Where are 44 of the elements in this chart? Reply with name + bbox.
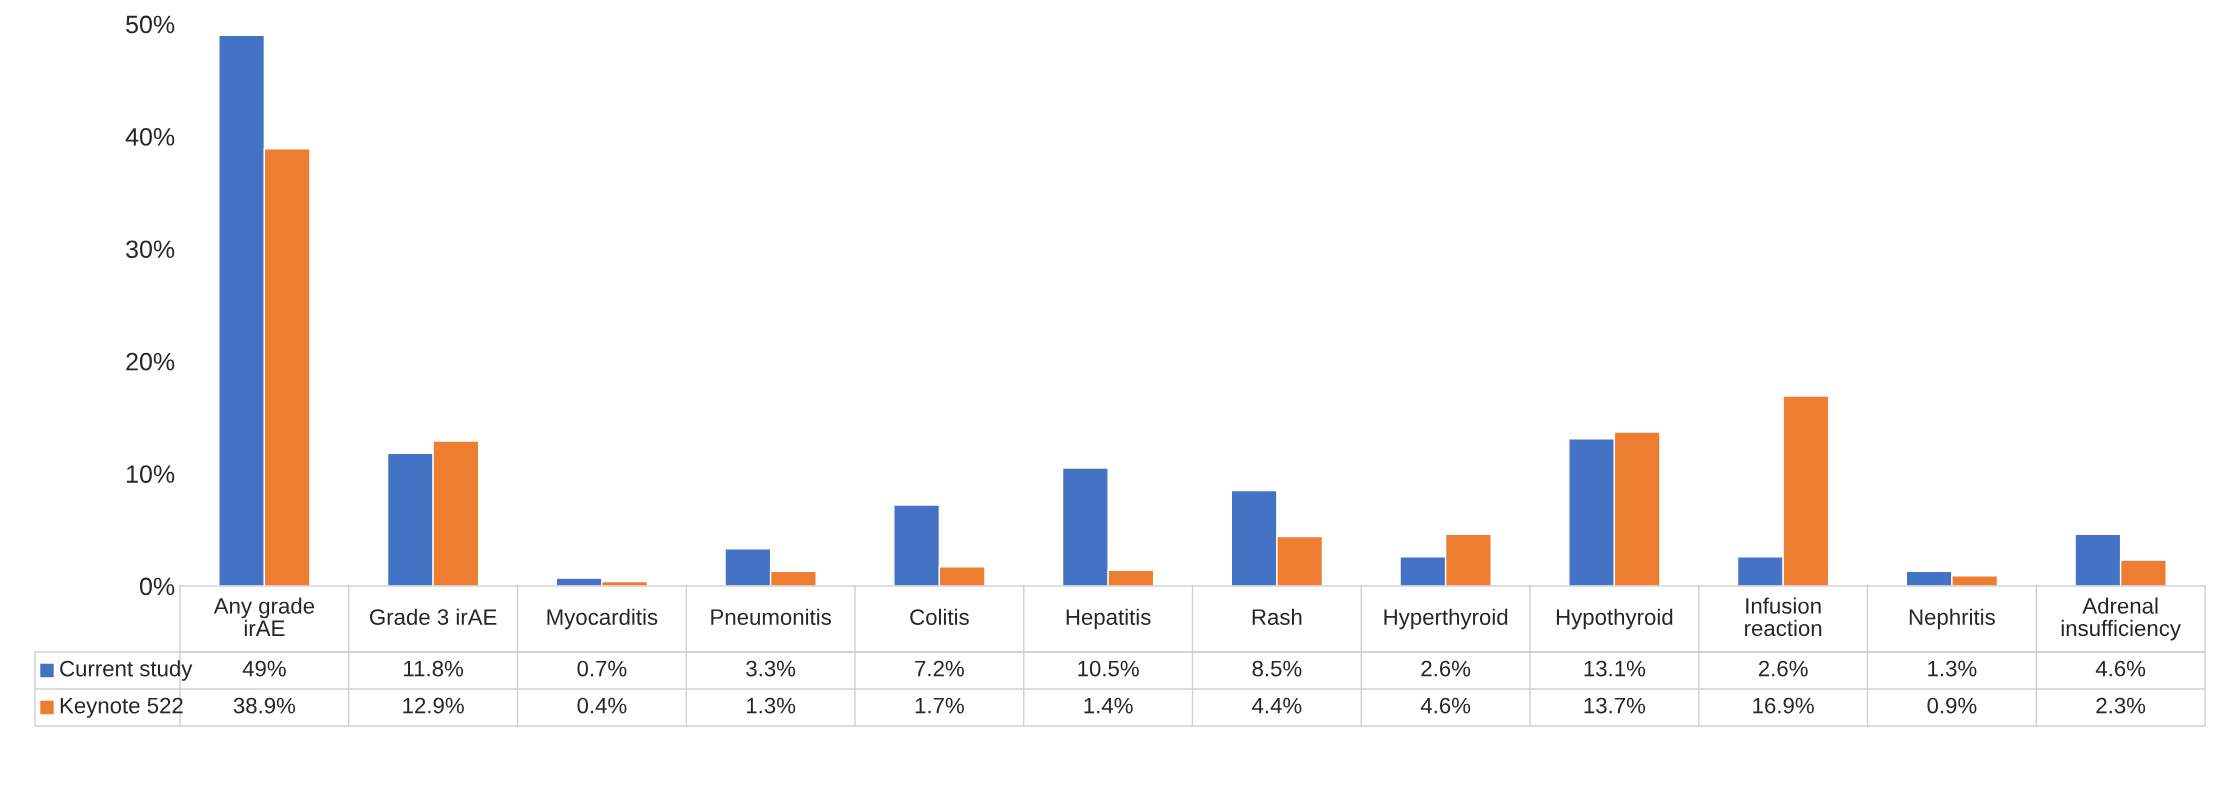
data-label: 13.1%	[1584, 660, 1646, 677]
data-label: 0.4%	[577, 697, 627, 714]
x-tick-label: Pneumonitis	[711, 608, 831, 625]
data-label: 4.6%	[2095, 660, 2146, 677]
y-tick-label: 50%	[126, 15, 175, 34]
data-label: 13.7%	[1584, 697, 1646, 714]
data-label: 1.7%	[915, 697, 964, 714]
y-tick-label: 30%	[126, 240, 175, 259]
x-tick-label: Hypothyroid	[1556, 608, 1673, 630]
x-tick-label: Nephritis	[1909, 608, 1995, 630]
y-tick-label: 0%	[139, 577, 175, 596]
data-label: 0.9%	[1927, 697, 1977, 714]
y-tick-label: 10%	[127, 465, 175, 483]
legend-label: Current study	[60, 660, 193, 681]
data-label: 16.9%	[1753, 697, 1814, 714]
x-tick-label: Any grade irAE	[213, 597, 315, 636]
x-tick-label: Myocarditis	[547, 608, 658, 630]
data-label: 2.6%	[1758, 660, 1808, 677]
data-label: 4.4%	[1252, 697, 1302, 714]
data-label: 38.9%	[233, 697, 296, 714]
data-label: 1.3%	[746, 697, 796, 714]
x-tick-label: Grade 3 irAE	[370, 608, 497, 625]
data-label: 10.5%	[1078, 660, 1139, 677]
x-tick-label: Hyperthyroid	[1384, 608, 1508, 630]
data-label: 12.9%	[403, 697, 464, 714]
x-tick-label: Hepatitis	[1066, 608, 1151, 630]
data-label: 11.8%	[404, 660, 464, 677]
y-tick-label: 20%	[126, 352, 175, 371]
data-label: 4.6%	[1420, 697, 1471, 714]
data-label: 0.7%	[577, 660, 627, 677]
legend-label: Keynote 522	[60, 697, 183, 718]
data-label: 8.5%	[1252, 660, 1302, 677]
data-label: 2.6%	[1421, 660, 1471, 677]
data-label: 3.3%	[746, 660, 796, 677]
y-tick-label: 40%	[125, 128, 175, 146]
data-label: 49%	[242, 660, 286, 677]
x-tick-label: Infusion reaction	[1745, 597, 1822, 637]
data-label: 1.3%	[1928, 660, 1977, 677]
data-label: 7.2%	[915, 660, 964, 677]
x-tick-label: Adrenal insufficiency	[2061, 597, 2181, 641]
data-label: 2.3%	[2096, 697, 2146, 714]
data-label: 1.4%	[1084, 697, 1133, 714]
x-tick-label: Rash	[1252, 608, 1302, 625]
x-tick-label: Colitis	[910, 608, 969, 625]
